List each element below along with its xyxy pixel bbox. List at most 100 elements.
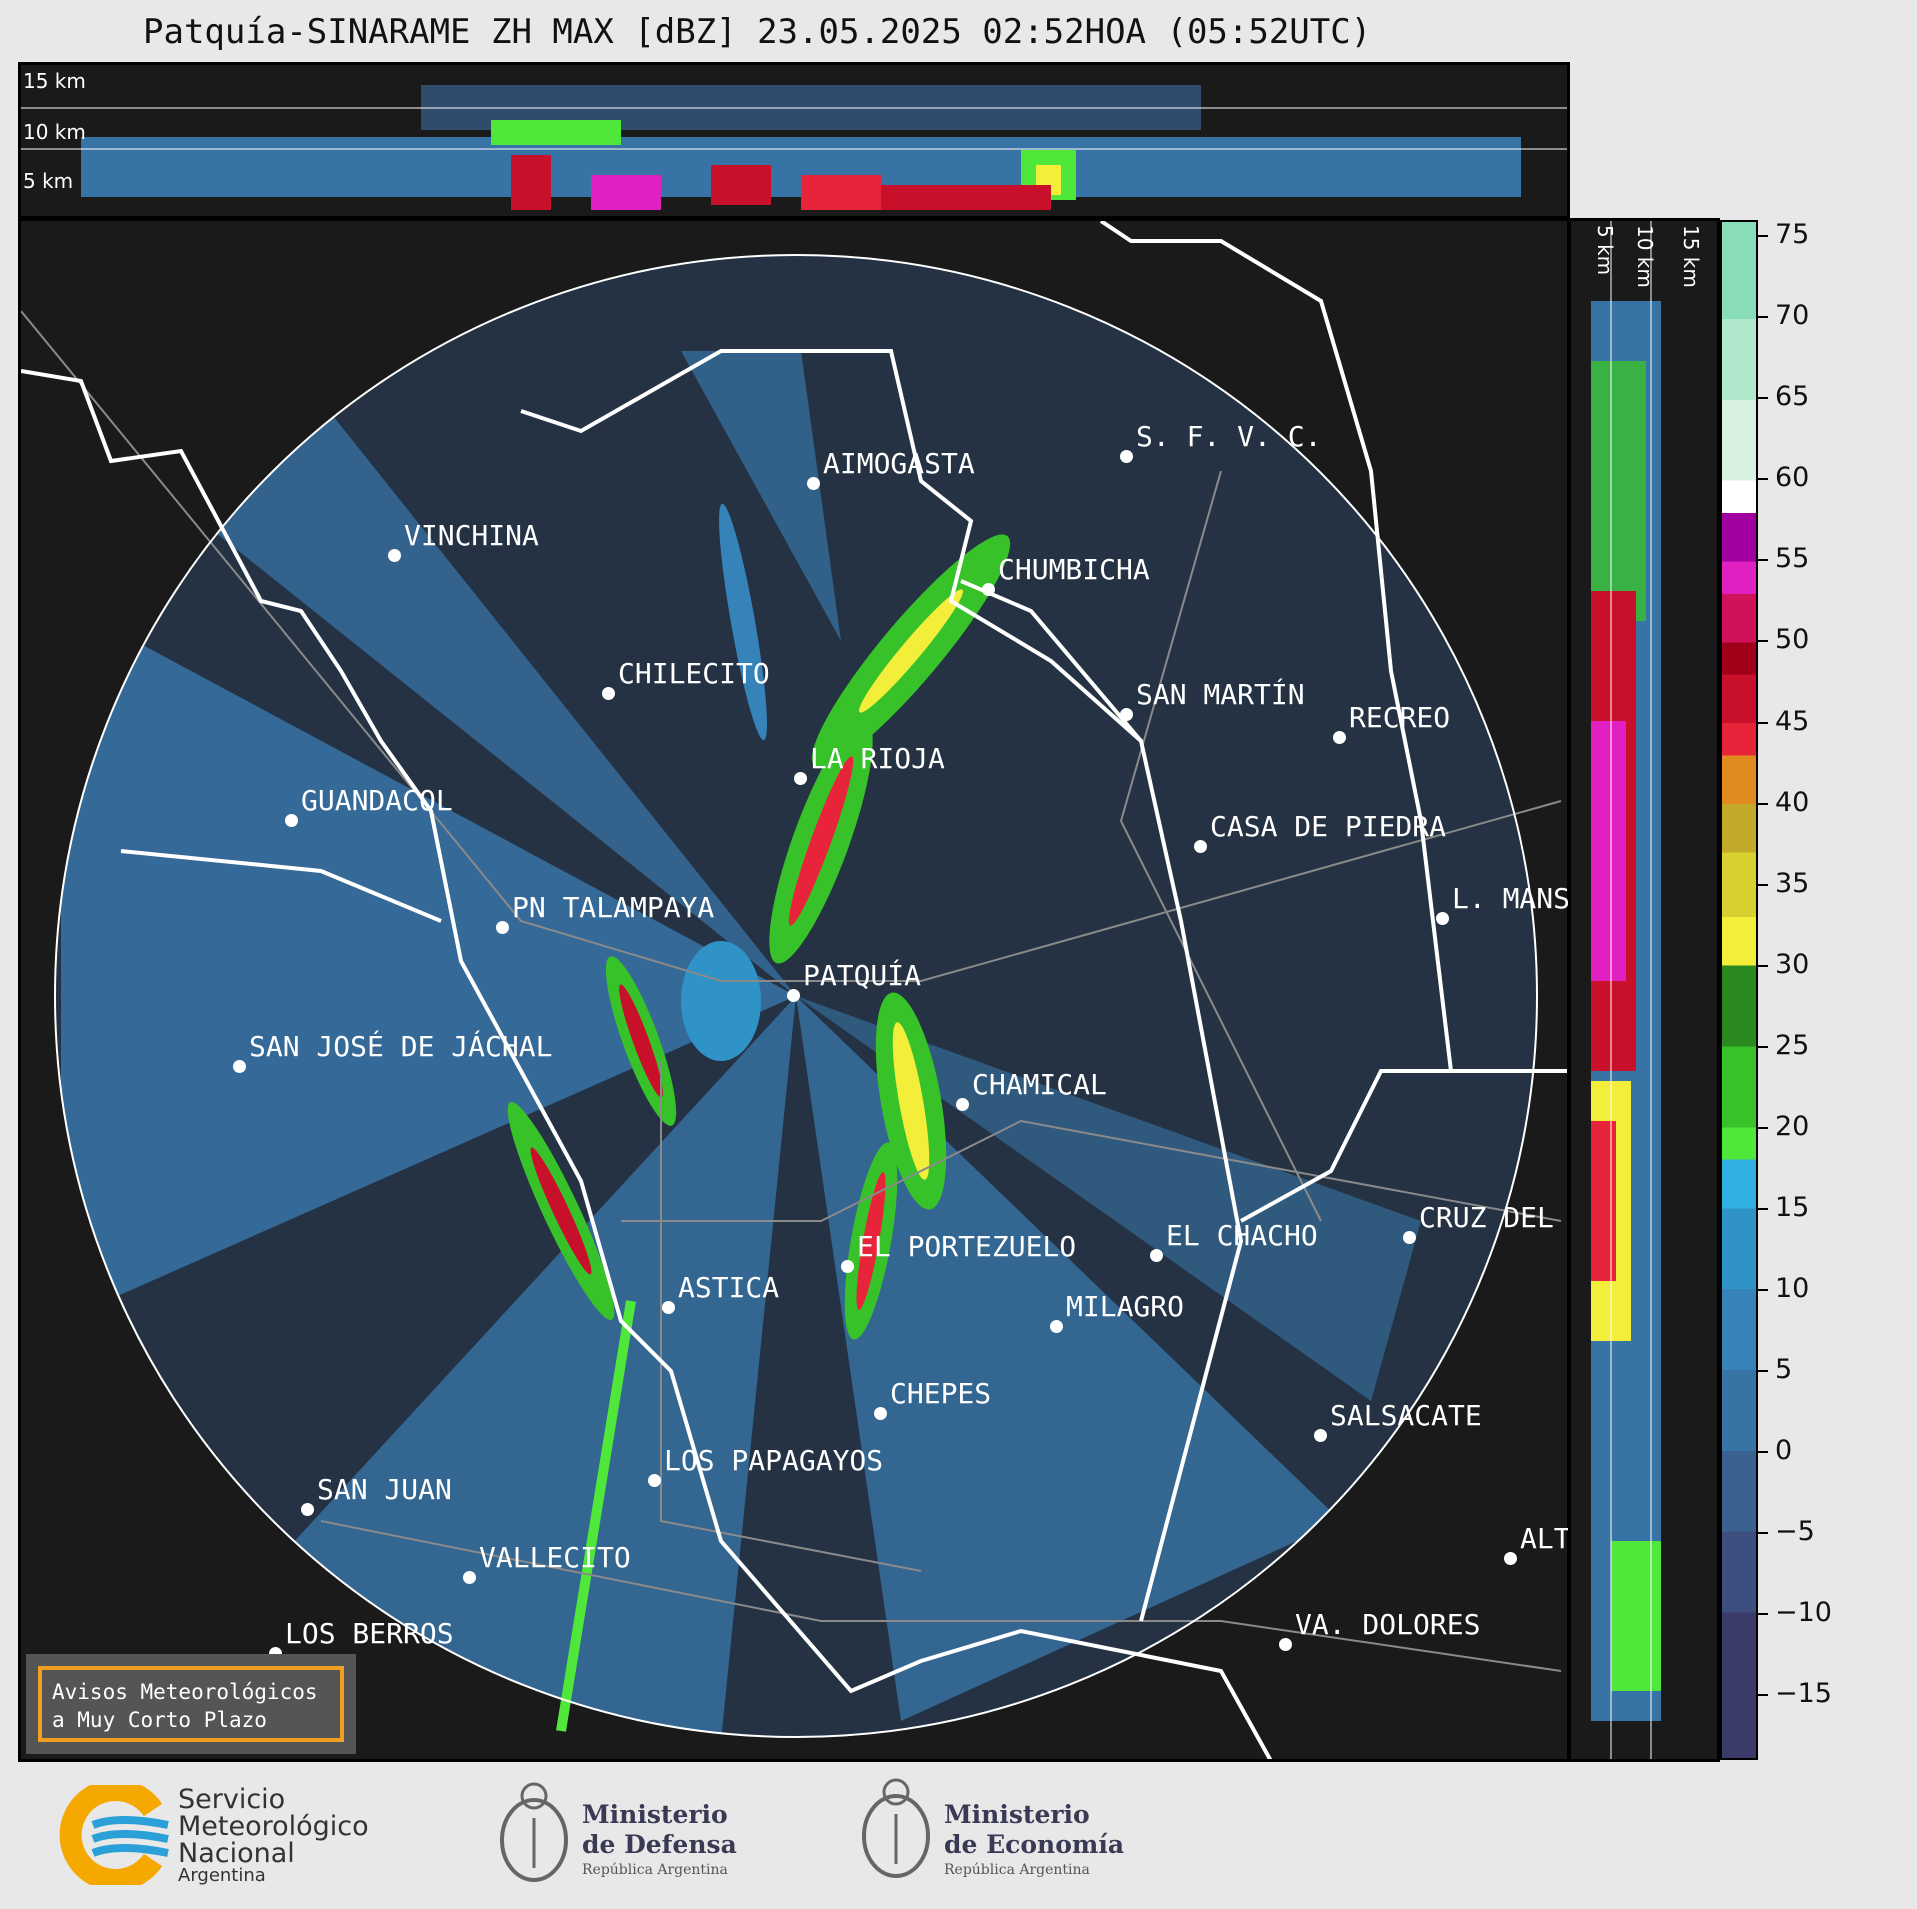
colorbar-tick-mark [1758,883,1768,886]
city-marker [807,477,820,490]
colorbar-tick-label: 55 [1775,543,1810,575]
city-marker [956,1098,969,1111]
economia-line3: República Argentina [944,1862,1090,1878]
department-boundaries [21,310,1562,1672]
smn-name-line1: Servicio [178,1784,286,1815]
colorbar-tick-label: 25 [1775,1029,1810,1061]
smn-name-line2: Meteorológico [178,1811,369,1842]
colorbar-tick-mark [1758,1207,1768,1210]
city-label: VINCHINA [404,519,539,552]
colorbar-tick-label: 35 [1775,867,1810,899]
city-marker [662,1301,675,1314]
height-label-15km: 15 km [23,69,86,93]
city-label: CHEPES [890,1377,992,1410]
colorbar-tick-mark [1758,1369,1768,1372]
colorbar-tick-label: 0 [1775,1435,1793,1466]
smn-name-line4: Argentina [178,1865,266,1886]
city-label: CHUMBICHA [998,553,1150,586]
city-marker [1314,1429,1327,1442]
defensa-seal-icon [500,1782,568,1882]
colorbar-tick-mark [1758,1451,1768,1453]
city-label: CASA DE PIEDRA [1210,810,1447,843]
height-label-15km-vertical: 15 km [1679,225,1703,288]
colorbar-tick-label: 50 [1775,624,1810,656]
colorbar-tick-label: 10 [1775,1272,1810,1304]
colorbar-tick-label: 45 [1775,705,1810,737]
colorbar-tick-mark [1758,802,1768,805]
colorbar-tick-label: −15 [1775,1678,1832,1710]
city-marker [1436,912,1449,925]
city-label: L. MANS [1452,882,1571,915]
city-marker [1120,450,1133,463]
city-marker [602,687,615,700]
city-marker [841,1260,854,1273]
city-label: ASTICA [678,1271,780,1304]
colorbar-tick-label: 20 [1775,1110,1810,1142]
colorbar-tick-mark [1758,640,1768,643]
top-cross-section-panel: 15 km 10 km 5 km [18,62,1570,219]
city-marker [463,1571,476,1584]
radar-range-ring [54,254,1538,1738]
city-label: EL CHACHO [1166,1219,1318,1252]
colorbar-tick-mark [1758,235,1768,238]
colorbar-tick-label: 40 [1775,786,1810,818]
city-marker [285,814,298,827]
economia-line1: Ministerio [944,1800,1090,1829]
colorbar-tick-label: 75 [1775,219,1810,251]
smn-logo-icon [59,1785,169,1885]
city-marker [794,772,807,785]
city-label: LA RIOJA [810,742,945,775]
city-label: VA. DOLORES [1295,1608,1481,1641]
smn-name-line3: Nacional [178,1838,295,1869]
province-boundaries [21,221,1567,1759]
colorbar-tick-mark [1758,1288,1768,1291]
colorbar-tick-label: 30 [1775,948,1810,980]
city-label: CHILECITO [618,657,770,690]
colorbar-tick-label: 60 [1775,462,1810,494]
city-marker [388,549,401,562]
defensa-line2: de Defensa [582,1830,737,1859]
defensa-line3: República Argentina [582,1862,728,1878]
city-marker [1504,1552,1517,1565]
colorbar-tick-mark [1758,316,1768,319]
colorbar-tick-mark [1758,1532,1768,1535]
side-cross-section-panel: 5 km 10 km 15 km [1568,218,1720,1762]
city-label: CRUZ DEL [1419,1201,1554,1234]
dbz-colorbar [1720,220,1758,1760]
city-label: GUANDACOL [301,784,453,817]
radar-map-graphic [21,221,1567,1759]
city-marker [1050,1320,1063,1333]
top-cross-section-echoes [21,85,1567,210]
city-label: VALLECITO [479,1541,631,1574]
colorbar-tick-mark [1758,721,1768,724]
warning-box-frame: Avisos Meteorológicos a Muy Corto Plazo [38,1666,344,1742]
city-marker [301,1503,314,1516]
warning-line-2: a Muy Corto Plazo [52,1708,267,1732]
height-label-5km-vertical: 5 km [1593,225,1617,276]
colorbar-tick-mark [1758,1045,1768,1048]
storm-cells [507,503,1011,1732]
colorbar-tick-mark [1758,478,1768,481]
city-marker [874,1407,887,1420]
city-marker [648,1474,661,1487]
city-label: CHAMICAL [972,1068,1107,1101]
colorbar-tick-mark [1758,397,1768,400]
city-label: RECREO [1349,701,1451,734]
economia-line2: de Economía [944,1830,1125,1859]
city-marker [1333,731,1346,744]
city-label: EL PORTEZUELO [857,1230,1077,1263]
city-label: PN TALAMPAYA [512,891,715,924]
city-label: LOS BERROS [285,1617,454,1650]
city-label: S. F. V. C. [1136,420,1322,453]
height-label-10km: 10 km [23,120,86,144]
colorbar-tick-label: −5 [1775,1516,1815,1548]
colorbar-tick-mark [1758,559,1768,562]
city-marker [233,1060,246,1073]
city-marker [1403,1231,1416,1244]
warning-line-1: Avisos Meteorológicos [52,1680,318,1704]
warning-box: Avisos Meteorológicos a Muy Corto Plazo [26,1654,356,1754]
city-marker [496,921,509,934]
colorbar-tick-mark [1758,1613,1768,1616]
city-label: SALSACATE [1330,1399,1482,1432]
city-label: AIMOGASTA [823,447,975,480]
